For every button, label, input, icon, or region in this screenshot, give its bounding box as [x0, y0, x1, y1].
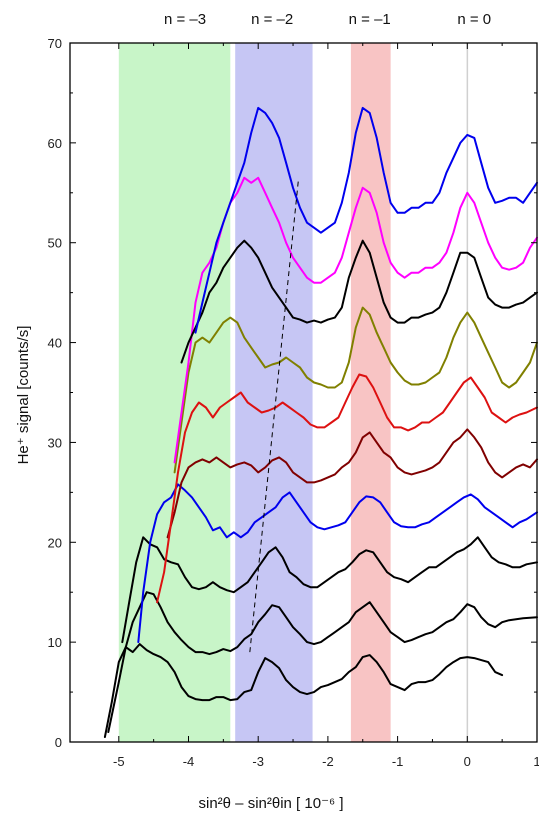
series-line-2 — [121, 536, 538, 644]
x-tick-label: -3 — [252, 754, 264, 769]
series-line-9 — [194, 106, 538, 334]
series-line-7 — [173, 176, 538, 464]
y-tick-label: 20 — [48, 535, 62, 550]
y-tick-label: 10 — [48, 635, 62, 650]
series-line-1 — [107, 591, 538, 733]
y-tick-label: 0 — [55, 735, 62, 750]
order-labels: n = –3 n = –2 n = –1 n = 0 — [164, 11, 491, 28]
x-tick-label: -1 — [392, 754, 404, 769]
highlight-band-3 — [466, 43, 469, 742]
order-label: n = –3 — [164, 11, 206, 28]
x-axis-title: sin²θ – sin²θin [ 10⁻⁶ ] — [199, 795, 344, 812]
highlight-band-2 — [350, 43, 391, 742]
order-label: n = –1 — [349, 11, 391, 28]
y-tick-label: 60 — [48, 136, 62, 151]
x-tick-label: -4 — [183, 754, 195, 769]
series-line-8 — [180, 239, 538, 364]
series-line-0 — [103, 643, 504, 738]
series-line-4 — [166, 428, 538, 539]
highlight-bands — [118, 43, 469, 742]
dashed-guide-layer — [249, 177, 300, 653]
x-tick-label: 0 — [464, 754, 471, 769]
highlight-band-0 — [118, 43, 231, 742]
series-line-6 — [173, 306, 538, 474]
order-label: n = 0 — [457, 11, 491, 28]
series-line-3 — [137, 483, 538, 644]
y-tick-label: 70 — [48, 36, 62, 51]
dashed-guide-line — [249, 177, 300, 653]
x-tick-label: -2 — [322, 754, 334, 769]
x-tick-label: -5 — [113, 754, 125, 769]
highlight-band-1 — [235, 43, 313, 742]
y-tick-label: 50 — [48, 236, 62, 251]
y-tick-label: 40 — [48, 336, 62, 351]
series-line-5 — [156, 373, 538, 604]
y-axis-title: He⁺ signal [counts/s] — [15, 326, 32, 465]
y-tick-label: 30 — [48, 435, 62, 450]
data-series-group — [103, 106, 538, 738]
x-tick-label: 1 — [533, 754, 539, 769]
order-label: n = –2 — [251, 11, 293, 28]
